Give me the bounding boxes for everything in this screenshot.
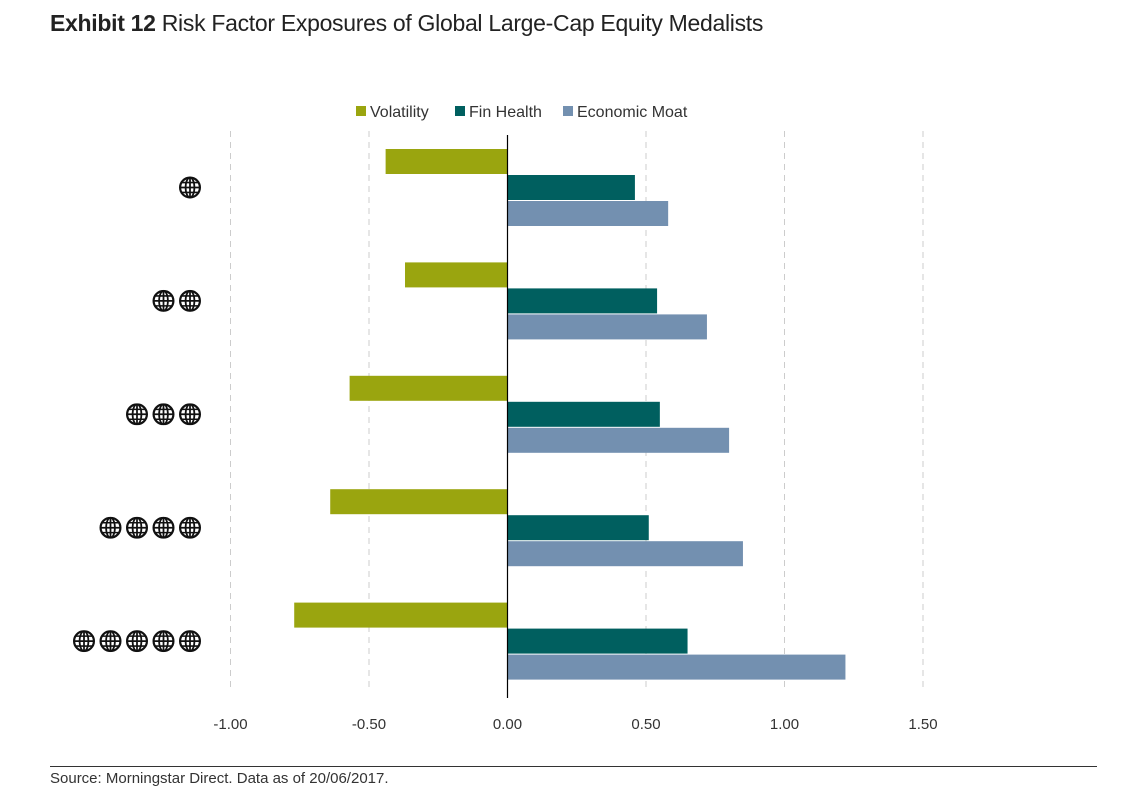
source-note: Source: Morningstar Direct. Data as of 2… <box>50 770 389 787</box>
x-tick-label: 1.50 <box>908 716 937 733</box>
category-labels <box>73 176 201 653</box>
bar-fin-health <box>507 288 658 314</box>
x-tick-label: 0.00 <box>493 716 522 733</box>
globe-icon <box>179 516 201 539</box>
exhibit-number: Exhibit 12 <box>50 10 156 36</box>
bar-fin-health <box>507 515 649 541</box>
bar-economic-moat <box>507 654 846 680</box>
legend-label: Volatility <box>370 104 429 121</box>
globe-icon <box>126 516 148 539</box>
bar-economic-moat <box>507 314 707 340</box>
globe-icon <box>152 289 175 312</box>
globe-icon <box>99 630 122 653</box>
globe-icon <box>179 403 201 426</box>
globe-icon <box>179 630 201 653</box>
x-tick-label: 1.00 <box>770 716 799 733</box>
x-tick-label: 0.50 <box>631 716 660 733</box>
globe-icon <box>99 516 122 539</box>
bar-volatility <box>294 602 508 628</box>
bar-fin-health <box>507 175 635 200</box>
bar-volatility <box>405 262 508 288</box>
x-tick-labels: -1.00 -0.50 0.00 0.50 1.00 1.50 <box>213 716 937 733</box>
bar-volatility <box>385 149 508 174</box>
globe-icon <box>179 176 201 199</box>
globe-icon <box>126 403 148 426</box>
bars <box>294 149 846 680</box>
bar-economic-moat <box>507 541 743 567</box>
globe-icon <box>126 630 148 653</box>
legend-label: Fin Health <box>469 104 542 121</box>
x-tick-label: -0.50 <box>352 716 386 733</box>
legend: Volatility Fin Health Economic Moat <box>356 104 688 121</box>
bar-volatility <box>349 375 508 401</box>
globe-icon <box>152 516 175 539</box>
title-text: Risk Factor Exposures of Global Large-Ca… <box>161 10 764 36</box>
footer-divider <box>50 766 1097 767</box>
bar-economic-moat <box>507 201 669 226</box>
globe-icon <box>152 630 175 653</box>
bar-chart: -1.00 -0.50 0.00 0.50 1.00 1.50 Volatility Fin… <box>73 104 938 733</box>
chart-title: Exhibit 12 Risk Factor Exposures of Glob… <box>50 10 763 37</box>
legend-swatch <box>563 106 573 116</box>
globe-icon <box>73 630 95 653</box>
legend-label: Economic Moat <box>577 104 688 121</box>
bar-economic-moat <box>507 427 730 453</box>
bar-fin-health <box>507 401 660 427</box>
x-tick-label: -1.00 <box>213 716 247 733</box>
bar-volatility <box>330 489 508 515</box>
globe-icon <box>152 403 175 426</box>
bar-fin-health <box>507 628 688 654</box>
legend-swatch <box>356 106 366 116</box>
globe-icon <box>179 289 201 312</box>
legend-swatch <box>455 106 465 116</box>
